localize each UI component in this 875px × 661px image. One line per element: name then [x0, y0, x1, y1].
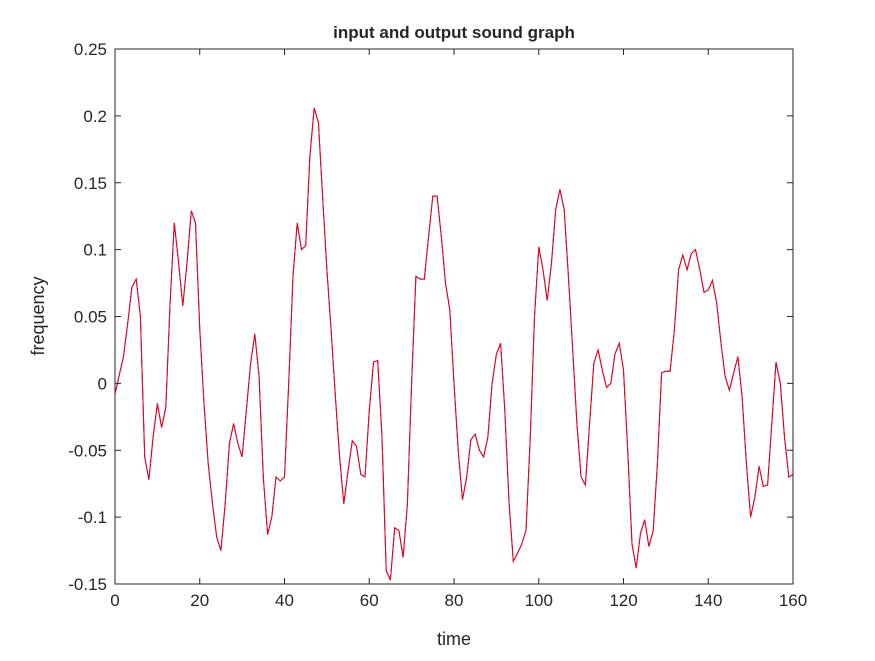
- y-tick-label: -0.15: [68, 575, 107, 594]
- x-tick-label: 80: [445, 591, 464, 610]
- x-tick-label: 60: [360, 591, 379, 610]
- x-tick-label: 100: [525, 591, 553, 610]
- y-tick-label: 0: [98, 374, 107, 393]
- y-tick-label: 0.2: [83, 107, 107, 126]
- x-axis-label: time: [437, 629, 471, 649]
- y-axis-label: frequency: [28, 276, 48, 355]
- x-tick-label: 20: [190, 591, 209, 610]
- y-tick-label: -0.1: [78, 508, 107, 527]
- x-tick-label: 120: [609, 591, 637, 610]
- x-tick-label: 0: [110, 591, 119, 610]
- x-tick-label: 160: [779, 591, 807, 610]
- y-tick-label: -0.05: [68, 441, 107, 460]
- y-tick-label: 0.05: [74, 308, 107, 327]
- y-tick-label: 0.1: [83, 241, 107, 260]
- x-tick-label: 40: [275, 591, 294, 610]
- y-tick-label: 0.25: [74, 40, 107, 59]
- x-tick-label: 140: [694, 591, 722, 610]
- plot-area: [114, 48, 794, 585]
- series-line-output: [114, 107, 794, 581]
- chart-title: input and output sound graph: [333, 23, 575, 42]
- y-tick-label: 0.15: [74, 174, 107, 193]
